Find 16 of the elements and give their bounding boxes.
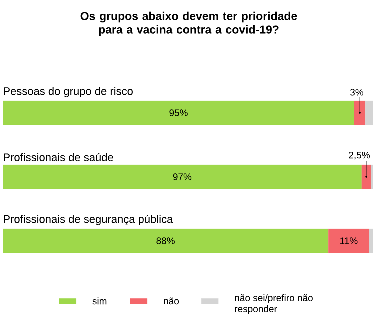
y-tick-label: Profissionais de saúde — [4, 153, 114, 162]
data-label: 95% — [170, 110, 188, 116]
data-label: 11% — [340, 238, 358, 244]
data-label: 97% — [173, 174, 192, 180]
legend-label: não sei/prefiro não responder — [235, 294, 313, 314]
bar — [354, 100, 366, 126]
y-tick-label: Pessoas do grupo de risco — [4, 87, 133, 98]
y-tick-label: Profissionais de segurança pública — [4, 215, 174, 226]
chart-title: Os grupos abaixo devem ter prioridade para a vacina contra a covid-19? — [80, 12, 298, 36]
data-label: 3% — [350, 89, 364, 96]
bar — [362, 164, 372, 190]
data-label: 88% — [156, 238, 175, 244]
legend-label: sim — [92, 298, 107, 305]
legend-label: não — [164, 298, 180, 305]
bar — [328, 228, 370, 254]
data-label: 2,5% — [349, 152, 370, 160]
